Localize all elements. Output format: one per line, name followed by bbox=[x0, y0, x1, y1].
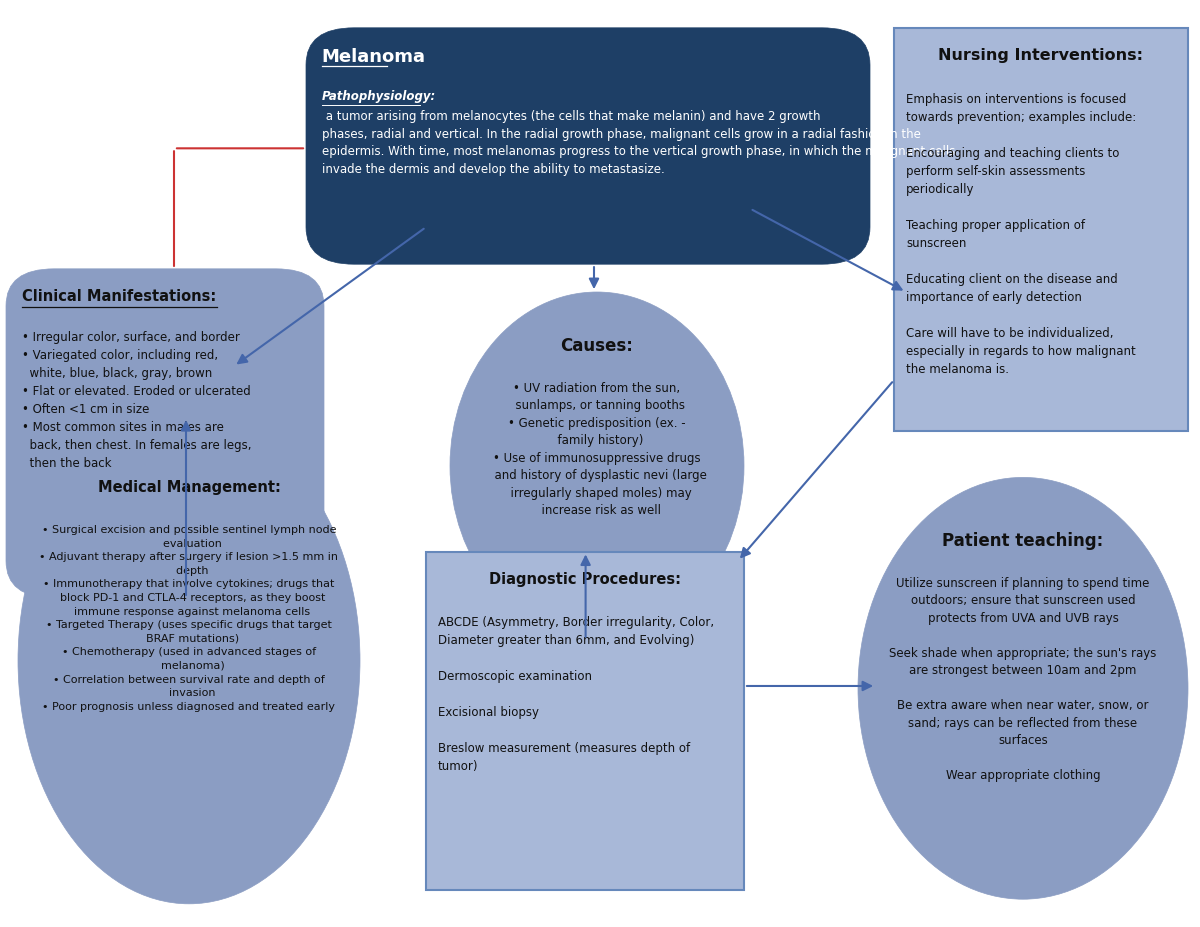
Text: Pathophysiology:: Pathophysiology: bbox=[322, 90, 436, 103]
Text: Emphasis on interventions is focused
towards prevention; examples include:

Enco: Emphasis on interventions is focused tow… bbox=[906, 93, 1136, 375]
Text: Utilize sunscreen if planning to spend time
outdoors; ensure that sunscreen used: Utilize sunscreen if planning to spend t… bbox=[889, 577, 1157, 782]
Text: Diagnostic Procedures:: Diagnostic Procedures: bbox=[490, 572, 682, 587]
Text: Nursing Interventions:: Nursing Interventions: bbox=[938, 48, 1144, 63]
Text: Medical Management:: Medical Management: bbox=[97, 480, 281, 495]
Ellipse shape bbox=[450, 292, 744, 640]
Ellipse shape bbox=[18, 417, 360, 904]
Text: Causes:: Causes: bbox=[560, 337, 634, 355]
Text: Clinical Manifestations:: Clinical Manifestations: bbox=[22, 289, 216, 304]
Ellipse shape bbox=[858, 477, 1188, 899]
Text: ABCDE (Asymmetry, Border irregularity, Color,
Diameter greater than 6mm, and Evo: ABCDE (Asymmetry, Border irregularity, C… bbox=[438, 616, 714, 773]
FancyBboxPatch shape bbox=[6, 269, 324, 598]
Text: Melanoma: Melanoma bbox=[322, 48, 426, 66]
Text: Patient teaching:: Patient teaching: bbox=[942, 532, 1104, 551]
FancyBboxPatch shape bbox=[426, 552, 744, 890]
Text: • Irregular color, surface, and border
• Variegated color, including red,
  whit: • Irregular color, surface, and border •… bbox=[22, 331, 251, 470]
FancyBboxPatch shape bbox=[894, 28, 1188, 431]
Text: • UV radiation from the sun,
  sunlamps, or tanning booths
• Genetic predisposit: • UV radiation from the sun, sunlamps, o… bbox=[487, 382, 707, 517]
FancyBboxPatch shape bbox=[306, 28, 870, 264]
Text: a tumor arising from melanocytes (the cells that make melanin) and have 2 growth: a tumor arising from melanocytes (the ce… bbox=[322, 110, 955, 176]
Text: • Surgical excision and possible sentinel lymph node
  evaluation
• Adjuvant the: • Surgical excision and possible sentine… bbox=[40, 525, 338, 712]
